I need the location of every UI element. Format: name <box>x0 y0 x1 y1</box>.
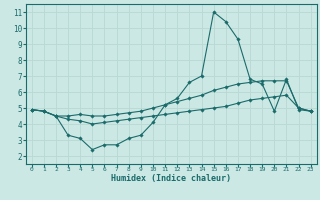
X-axis label: Humidex (Indice chaleur): Humidex (Indice chaleur) <box>111 174 231 183</box>
